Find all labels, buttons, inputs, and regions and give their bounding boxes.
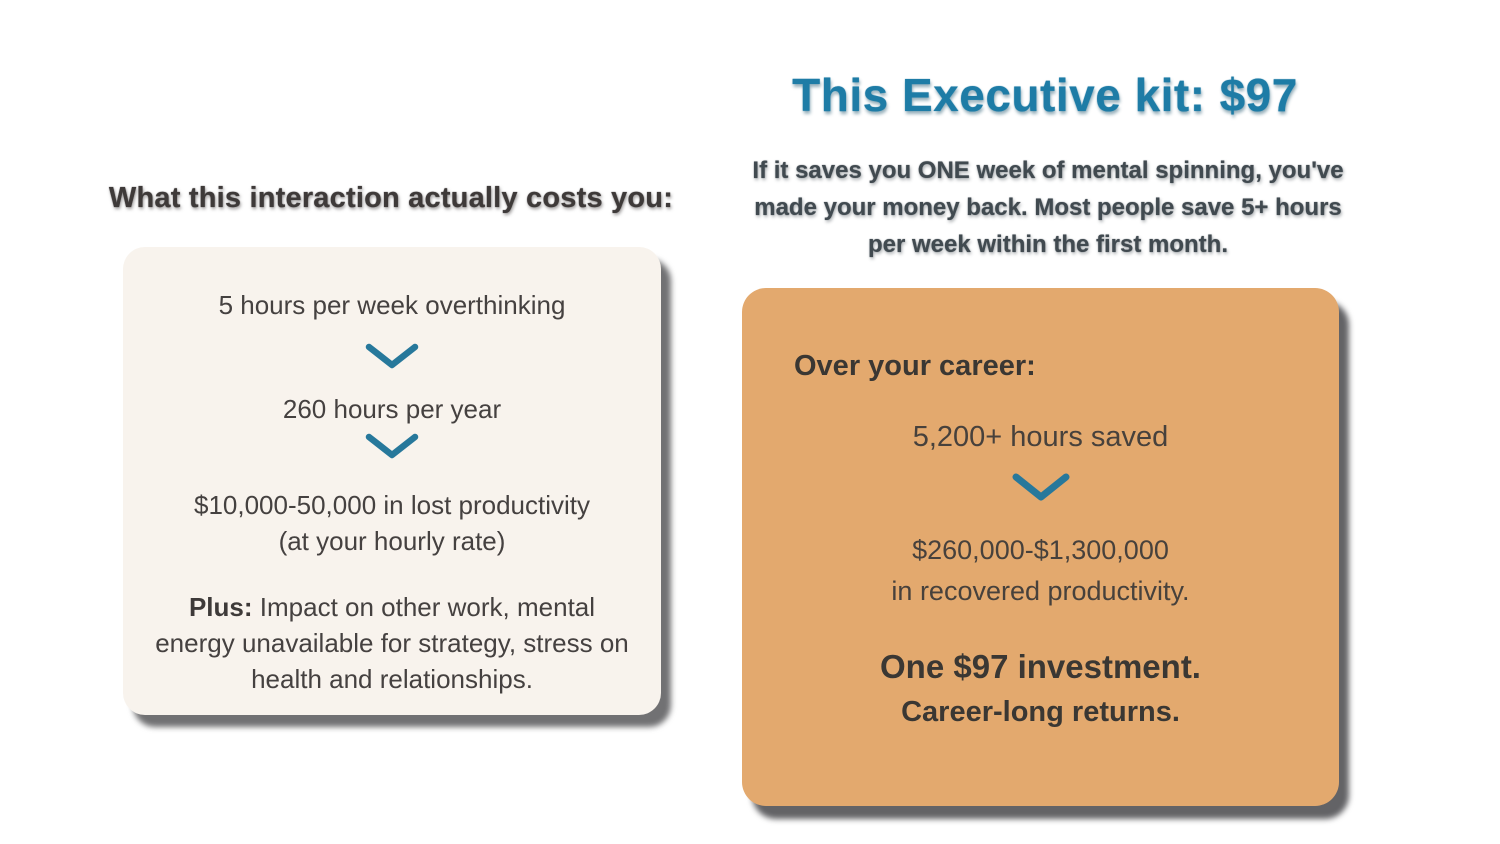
kit-heading-text: This Executive kit: bbox=[792, 69, 1206, 121]
cost-line-lost-productivity: $10,000-50,000 in lost productivity (at … bbox=[194, 487, 590, 559]
down-chevron-icon bbox=[1012, 473, 1069, 501]
value-line-recovered-productivity: $260,000-$1,300,000 in recovered product… bbox=[891, 530, 1189, 612]
cost-heading: What this interaction actually costs you… bbox=[108, 182, 674, 214]
value-line-dollar-range: $260,000-$1,300,000 bbox=[912, 535, 1169, 565]
value-line-hours-saved: 5,200+ hours saved bbox=[912, 421, 1169, 453]
plus-text: Impact on other work, mental energy unav… bbox=[155, 592, 629, 694]
cost-line-hours-per-week: 5 hours per week overthinking bbox=[218, 290, 566, 320]
cost-line-lost-productivity-amount: $10,000-50,000 in lost productivity bbox=[193, 490, 591, 520]
value-line-recovered-label: in recovered productivity. bbox=[891, 576, 1190, 606]
kit-heading: This Executive kit: $97 bbox=[745, 68, 1345, 122]
value-line-investment: One $97 investment. bbox=[880, 648, 1201, 685]
down-chevron-icon bbox=[365, 433, 419, 459]
cost-line-hours-per-year: 260 hours per year bbox=[282, 394, 502, 424]
plus-label: Plus: bbox=[188, 592, 253, 622]
kit-subtext: If it saves you ONE week of mental spinn… bbox=[752, 157, 1344, 258]
value-line-returns: Career-long returns. bbox=[901, 696, 1180, 728]
career-label: Over your career: bbox=[794, 350, 1036, 382]
cost-card: 5 hours per week overthinking 260 hours … bbox=[123, 247, 661, 715]
value-card: Over your career: 5,200+ hours saved $26… bbox=[742, 288, 1339, 806]
down-chevron-icon bbox=[365, 343, 419, 369]
cost-line-hourly-rate-note: (at your hourly rate) bbox=[278, 526, 506, 556]
cost-plus-note: Plus: Impact on other work, mental energ… bbox=[146, 589, 638, 697]
kit-price: $97 bbox=[1219, 69, 1298, 121]
